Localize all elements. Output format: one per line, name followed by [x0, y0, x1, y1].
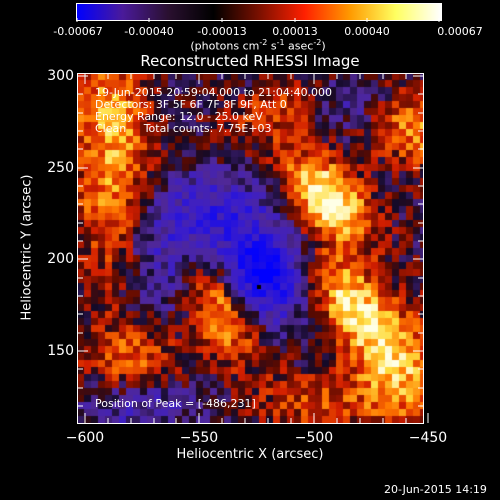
colorbar-tick-4: 0.00040 [344, 25, 390, 38]
render-timestamp: 20-Jun-2015 14:19 [384, 483, 487, 496]
x-tick-label: −450 [408, 430, 448, 446]
solar-xray-map [77, 73, 423, 423]
plot-title: Reconstructed RHESSI Image [140, 52, 360, 70]
colorbar-tick-marks [76, 18, 440, 22]
clean-counts: Clean Total counts: 7.75E+03 [95, 122, 272, 135]
observation-info: 19-Jun-2015 20:59:04.000 to 21:04:40.000… [95, 87, 332, 135]
colorbar-tick-2: -0.00013 [197, 25, 247, 38]
y-axis-label: Heliocentric Y (arcsec) [19, 174, 35, 321]
x-axis-label: Heliocentric X (arcsec) [176, 447, 324, 462]
energy-range: Energy Range: 12.0 - 25.0 keV [95, 110, 263, 123]
y-tick-label: 200 [47, 251, 74, 267]
solar-map-frame [77, 73, 423, 423]
colorbar-tick-5: 0.00067 [437, 25, 483, 38]
detectors: Detectors: 3F 5F 6F 7F 8F 9F, Att 0 [95, 98, 287, 111]
colorbar [76, 3, 442, 21]
x-tick-label: −550 [179, 430, 219, 446]
colorbar-tick-3: 0.00013 [272, 25, 318, 38]
time-range: 19-Jun-2015 20:59:04.000 to 21:04:40.000 [95, 86, 333, 99]
colorbar-gradient [77, 4, 441, 20]
colorbar-tick-0: -0.00067 [53, 25, 103, 38]
y-tick-label: 250 [47, 160, 74, 176]
y-tick-label: 150 [47, 343, 74, 359]
colorbar-units: (photons cm-2 s-1 asec-2) [190, 38, 326, 53]
x-tick-label: −600 [65, 430, 105, 446]
peak-position: Position of Peak = [-486,231] [95, 397, 256, 410]
x-tick-label: −500 [294, 430, 334, 446]
colorbar-tick-1: -0.00040 [124, 25, 174, 38]
y-tick-label: 300 [47, 68, 74, 84]
